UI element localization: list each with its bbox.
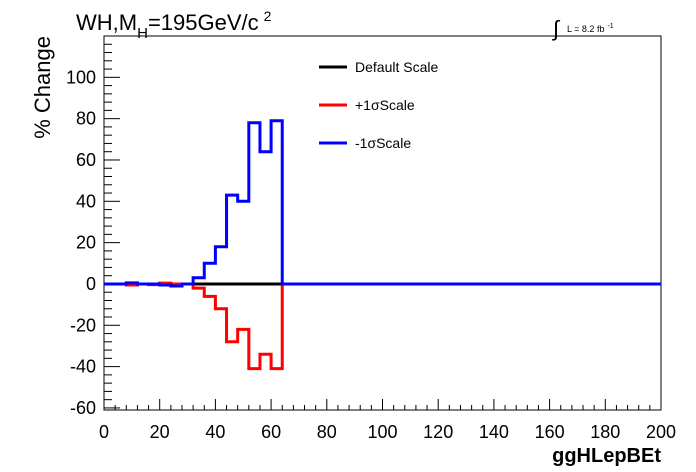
y-tick-label--60: -60 [70,398,96,418]
y-tick-label-40: 40 [76,191,96,211]
title: WH,MH=195GeV/c 2 [76,8,272,42]
x-tick-label-80: 80 [317,422,337,442]
x-tick-label-0: 0 [99,422,109,442]
series-line--1-scale [104,119,661,288]
legend: Default Scale +1σScale -1σScale [319,59,438,151]
y-tick-label-60: 60 [76,150,96,170]
integral-sign: ∫ [551,16,561,41]
series-layer [104,119,661,371]
lumi-text: L = 8.2 fb [567,24,604,34]
y-tick-label--40: -40 [70,357,96,377]
title-after: =195GeV/c [148,10,259,35]
x-tick-label-200: 200 [646,422,676,442]
x-tick-label-20: 20 [150,422,170,442]
title-superscript: 2 [264,8,272,24]
x-tick-label-100: 100 [367,422,397,442]
x-tick-label-180: 180 [590,422,620,442]
lumi-superscript: -1 [607,23,613,30]
svg-text:WH,MH=195GeV/c2: WH,MH=195GeV/c 2 [76,8,272,42]
y-tick-label-80: 80 [76,109,96,129]
x-tick-label-120: 120 [423,422,453,442]
y-tick-label-20: 20 [76,233,96,253]
x-tick-label-140: 140 [479,422,509,442]
x-axis-label: ggHLepBEt [552,445,661,467]
plot-frame [103,35,662,411]
y-tick-label-100: 100 [66,67,96,87]
y-axis-label: % Change [30,36,55,139]
axes: 0 20 40 60 80 100 120 140 160 180 200 -60 -40 -20 0 20 4… [66,43,676,442]
x-tick-label-160: 160 [535,422,565,442]
legend-label-default-scale: Default Scale [355,59,438,75]
svg-text:L = 8.2 fb-1: L = 8.2 fb -1 [567,23,614,34]
x-tick-label-40: 40 [205,422,225,442]
title-subscript: H [137,25,148,42]
legend-label--1-scale: -1σScale [355,135,411,151]
y-tick-label-0: 0 [86,274,96,294]
luminosity-label: ∫ L = 8.2 fb -1 [551,16,614,41]
legend-label-+1-scale: +1σScale [355,97,415,113]
title-main: WH,M [76,10,137,35]
series-line-+1-scale [104,281,661,371]
y-tick-label--20: -20 [70,315,96,335]
x-tick-label-60: 60 [261,422,281,442]
